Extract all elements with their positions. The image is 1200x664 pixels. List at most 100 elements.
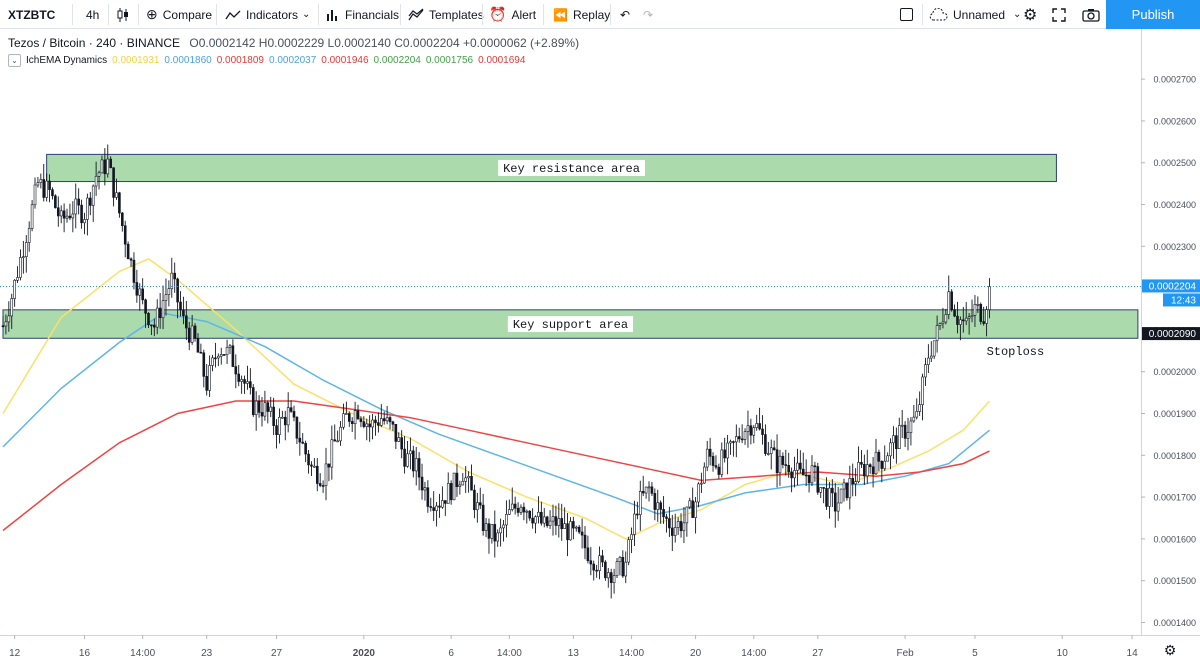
indicator-value: 0.0002204 (373, 55, 421, 66)
interval-label: 4h (86, 7, 100, 22)
candle-body-down (772, 447, 776, 451)
candle (609, 568, 613, 599)
candle-body-down (80, 204, 83, 224)
candle (601, 549, 604, 567)
candle-body-up (519, 506, 523, 513)
candle (458, 480, 462, 495)
candle-body-down (868, 464, 872, 468)
candle-body-down (89, 197, 92, 206)
candle (839, 488, 843, 504)
candle-body-up (225, 347, 229, 356)
candle-body-down (449, 483, 453, 501)
time-axis-label: 23 (201, 648, 213, 659)
candle (897, 417, 901, 450)
candle-body-down (493, 524, 497, 542)
candle-body-down (51, 189, 54, 197)
expand-button[interactable] (1052, 0, 1066, 29)
candle (324, 447, 328, 501)
chart-settings-button[interactable]: ⚙ (1164, 643, 1177, 659)
price-axis-label: 0.0002700 (1153, 75, 1196, 85)
candle-body-down (481, 504, 485, 531)
layout-menu[interactable]: Unnamed ⌄ (928, 0, 1021, 29)
candle (167, 280, 171, 307)
candle-body-down (749, 425, 753, 436)
candle (365, 418, 369, 441)
candle (758, 407, 761, 431)
alert-button[interactable]: ⏰ Alert (489, 0, 536, 29)
candle (112, 167, 115, 207)
compare-button[interactable]: ⊕ Compare (146, 0, 212, 29)
candle (761, 415, 764, 445)
price-chart[interactable]: Key resistance area Key support area 0.00… (0, 29, 1200, 664)
candle (697, 482, 700, 508)
candle-body-up (505, 514, 508, 526)
candle (540, 501, 543, 526)
candle-body-down (42, 179, 46, 198)
candle (327, 463, 331, 482)
candle-body-down (135, 282, 139, 296)
candle (481, 493, 485, 536)
candle-body-down (403, 448, 406, 467)
candle (135, 269, 139, 303)
candle (912, 404, 916, 423)
candlestick-icon (117, 7, 128, 22)
templates-button[interactable]: Templates (408, 0, 484, 29)
interval-button[interactable]: 4h (86, 0, 99, 29)
fullscreen-toggle[interactable] (900, 0, 913, 29)
publish-button[interactable]: Publish (1106, 0, 1200, 29)
indicator-name: IchEMA Dynamics (26, 55, 108, 66)
candle (257, 395, 261, 418)
candle-body-down (391, 421, 395, 425)
candle-body-up (769, 447, 773, 454)
candle (743, 428, 747, 445)
financials-icon (327, 9, 337, 21)
candle-body-up (476, 502, 479, 511)
candle-body-up (676, 521, 680, 528)
candle (979, 302, 983, 325)
candle (225, 339, 229, 364)
candle-body-down (444, 500, 447, 504)
candle (432, 491, 435, 521)
candle (988, 278, 991, 319)
candle-body-down (822, 487, 825, 489)
candle-body-down (895, 435, 898, 450)
candle (45, 173, 48, 202)
candle-body-up (889, 442, 892, 457)
candle-body-up (857, 462, 860, 482)
candle-body-down (62, 210, 66, 219)
candle-body-down (292, 411, 296, 418)
undo-button[interactable]: ↶ (620, 0, 630, 29)
candle (89, 192, 92, 216)
candle (240, 375, 243, 394)
candle-body-up (892, 435, 895, 444)
layout-name: Unnamed (953, 7, 1006, 22)
candle-body-down (112, 167, 115, 198)
indicator-value: 0.0001946 (321, 55, 369, 66)
settings-button[interactable]: ⚙ (1023, 0, 1037, 29)
financials-button[interactable]: Financials (326, 0, 399, 29)
candle (414, 446, 418, 486)
time-axis: 12 16 14:00 23 27 2020 6 14:00 13 14:00 20 14:00 27 F… (9, 635, 1138, 659)
candle (764, 424, 767, 456)
candle-body-up (313, 465, 316, 468)
countdown-tag (1163, 293, 1200, 307)
indicators-dropdown[interactable]: ⌄ (302, 0, 310, 29)
indicators-button[interactable]: Indicators (225, 0, 298, 29)
chart-type-button[interactable] (116, 0, 130, 29)
candle-body-down (560, 518, 564, 530)
candle-body-down (554, 516, 558, 526)
candle (627, 536, 630, 566)
redo-button[interactable]: ↷ (643, 0, 653, 29)
collapse-icon[interactable]: ⌄ (8, 54, 21, 67)
candle (528, 510, 532, 521)
candle (961, 307, 965, 333)
snapshot-button[interactable] (1082, 0, 1100, 29)
replay-button[interactable]: ⏪ Replay (553, 0, 610, 29)
symbol-search[interactable]: XTZBTC (8, 0, 55, 29)
candle (831, 479, 834, 508)
candle-body-down (68, 215, 72, 219)
candle (924, 357, 927, 386)
candle (310, 461, 313, 477)
candle (318, 473, 322, 488)
candle-body-up (630, 534, 633, 540)
